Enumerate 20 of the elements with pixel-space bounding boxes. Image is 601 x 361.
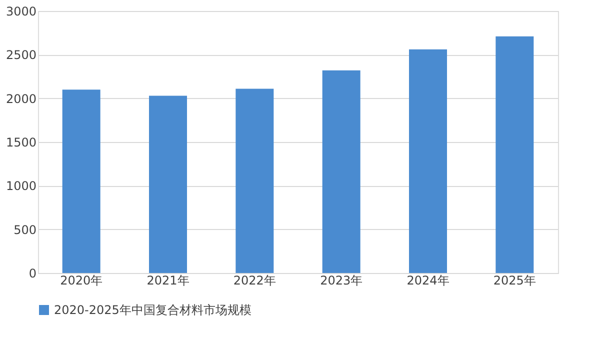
bar: [496, 36, 534, 273]
bar: [409, 49, 447, 273]
y-tick-label: 3000: [6, 4, 36, 18]
bar: [236, 88, 274, 273]
y-tick-label: 1500: [6, 136, 36, 150]
x-tick-label: 2021年: [146, 274, 190, 288]
y-tick-label: 2000: [6, 92, 36, 106]
bar: [62, 90, 100, 273]
bar: [322, 70, 360, 273]
x-tick-label: 2022年: [233, 274, 276, 288]
y-tick-label: 0: [28, 266, 36, 280]
legend-label: 2020-2025年中国复合材料市场规模: [54, 303, 252, 317]
x-tick-label: 2023年: [320, 274, 363, 288]
y-tick-label: 500: [14, 222, 36, 237]
x-tick-label: 2024年: [406, 274, 450, 288]
bar: [149, 96, 187, 273]
x-tick-label: 2020年: [60, 274, 103, 288]
y-tick-label: 1000: [6, 179, 36, 194]
y-tick-label: 2500: [6, 48, 36, 62]
x-tick-label: 2025年: [493, 274, 536, 288]
